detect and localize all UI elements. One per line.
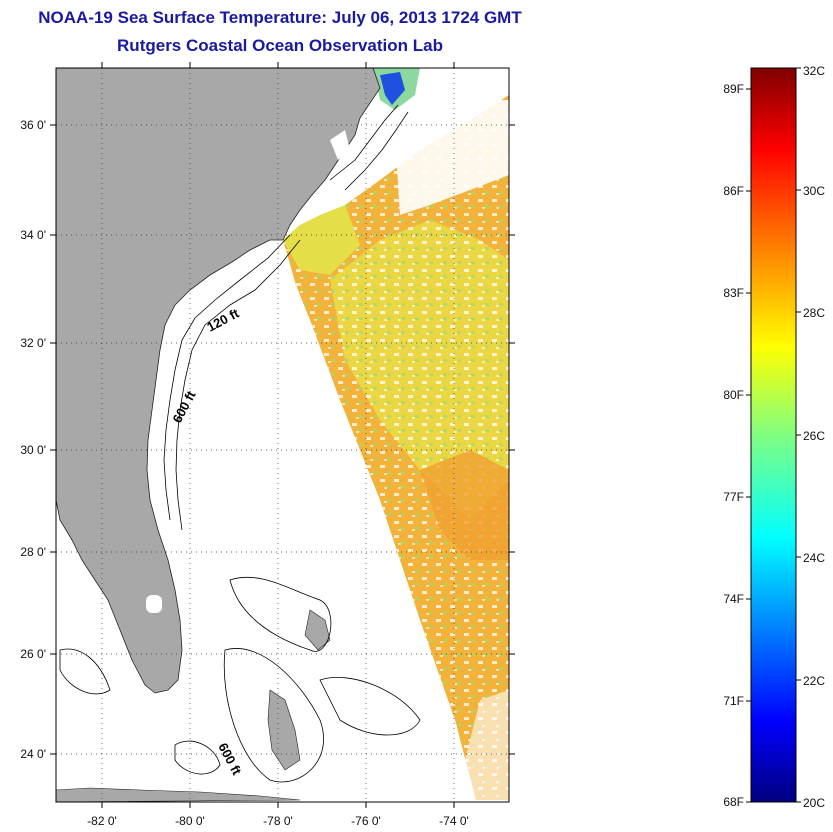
sst-swath xyxy=(283,68,509,800)
lat-label: 24 0' xyxy=(20,747,46,761)
axis-ticks xyxy=(50,62,515,808)
colorbar-c-label: 28C xyxy=(803,306,825,320)
colorbar: 32C 30C 28C 26C 24C 22C 20C 89F 86F 83F … xyxy=(723,64,825,810)
colorbar-c-label: 32C xyxy=(803,64,825,78)
lat-label: 34 0' xyxy=(20,228,46,242)
lat-label: 32 0' xyxy=(20,336,46,350)
colorbar-gradient xyxy=(750,67,797,803)
colorbar-c-label: 30C xyxy=(803,184,825,198)
colorbar-f-label: 86F xyxy=(723,184,744,198)
plot-area: 120 ft 600 ft 600 ft xyxy=(56,68,509,802)
colorbar-f-label: 68F xyxy=(723,795,744,809)
colorbar-c-label: 24C xyxy=(803,551,825,565)
lon-label: -78 0' xyxy=(263,814,293,828)
lat-label: 28 0' xyxy=(20,545,46,559)
lon-label: -80 0' xyxy=(175,814,205,828)
colorbar-c-label: 22C xyxy=(803,674,825,688)
land xyxy=(56,68,381,802)
graticule xyxy=(56,68,509,802)
colorbar-f-label: 89F xyxy=(723,82,744,96)
lat-label: 36 0' xyxy=(20,118,46,132)
colorbar-c-label: 26C xyxy=(803,429,825,443)
lon-label: -76 0' xyxy=(351,814,381,828)
map-frame xyxy=(55,67,510,803)
colorbar-f-label: 77F xyxy=(723,490,744,504)
map-subtitle: Rutgers Coastal Ocean Observation Lab xyxy=(117,36,443,55)
colorbar-f-label: 74F xyxy=(723,592,744,606)
map-title: NOAA-19 Sea Surface Temperature: July 06… xyxy=(38,8,522,27)
colorbar-f-label: 80F xyxy=(723,388,744,402)
lon-label: -82 0' xyxy=(87,814,117,828)
lon-label: -74 0' xyxy=(439,814,469,828)
colorbar-f-label: 83F xyxy=(723,286,744,300)
colorbar-c-label: 20C xyxy=(803,796,825,810)
depth-contours xyxy=(59,104,421,783)
lat-label: 30 0' xyxy=(20,443,46,457)
colorbar-f-label: 71F xyxy=(723,694,744,708)
lat-label: 26 0' xyxy=(20,647,46,661)
